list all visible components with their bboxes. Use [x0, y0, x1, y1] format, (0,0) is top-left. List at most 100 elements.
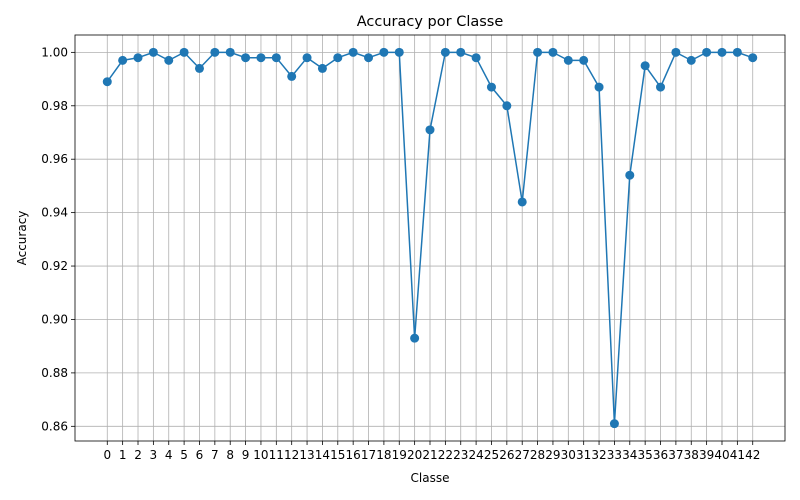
data-point: [517, 197, 527, 207]
data-point: [563, 55, 573, 65]
x-tick-label: 35: [638, 448, 653, 462]
x-tick-label: 11: [269, 448, 284, 462]
x-tick-label: 4: [165, 448, 173, 462]
data-point: [640, 61, 650, 71]
data-point: [287, 71, 297, 81]
x-tick-label: 39: [699, 448, 714, 462]
x-tick-label: 27: [515, 448, 530, 462]
data-point: [609, 419, 619, 429]
data-point: [348, 47, 358, 57]
x-tick-label: 38: [684, 448, 699, 462]
data-point: [164, 55, 174, 65]
data-point: [732, 47, 742, 57]
data-point: [394, 47, 404, 57]
data-point: [471, 53, 481, 63]
data-point: [241, 53, 251, 63]
x-tick-label: 25: [484, 448, 499, 462]
chart-title: Accuracy por Classe: [357, 14, 504, 30]
data-point: [133, 53, 143, 63]
x-tick-label: 31: [576, 448, 591, 462]
data-point: [379, 47, 389, 57]
x-tick-label: 5: [180, 448, 188, 462]
grid-layer: [75, 35, 785, 441]
x-tick-label: 22: [438, 448, 453, 462]
x-tick-label: 20: [407, 448, 422, 462]
x-tick-label: 23: [453, 448, 468, 462]
y-tick-label: 0.94: [41, 206, 68, 220]
x-tick-label: 13: [299, 448, 314, 462]
data-point: [210, 47, 220, 57]
data-point: [333, 53, 343, 63]
data-point: [548, 47, 558, 57]
x-tick-label: 9: [242, 448, 250, 462]
x-tick-label: 8: [226, 448, 234, 462]
x-tick-label: 16: [346, 448, 361, 462]
x-tick-label: 30: [561, 448, 576, 462]
x-tick-label: 7: [211, 448, 219, 462]
x-tick-label: 15: [330, 448, 345, 462]
data-point: [671, 47, 681, 57]
y-tick-label: 0.90: [41, 312, 68, 326]
data-point: [256, 53, 266, 63]
x-tick-label: 24: [468, 448, 483, 462]
y-tick-label: 0.92: [41, 259, 68, 273]
data-point: [748, 53, 758, 63]
data-point: [702, 47, 712, 57]
x-tick-label: 33: [607, 448, 622, 462]
x-tick-label: 29: [545, 448, 560, 462]
x-tick-label: 10: [253, 448, 268, 462]
data-point: [579, 55, 589, 65]
x-tick-label: 26: [499, 448, 514, 462]
x-tick-label: 21: [422, 448, 437, 462]
x-tick-label: 18: [376, 448, 391, 462]
data-point: [225, 47, 235, 57]
data-point: [425, 125, 435, 135]
data-point: [179, 47, 189, 57]
data-point: [686, 55, 696, 65]
data-point: [486, 82, 496, 92]
data-point: [118, 55, 128, 65]
x-tick-label: 3: [150, 448, 158, 462]
data-point: [502, 101, 512, 111]
x-tick-label: 17: [361, 448, 376, 462]
data-point: [148, 47, 158, 57]
y-axis-label: Accuracy: [15, 211, 29, 266]
x-tick-label: 12: [284, 448, 299, 462]
x-tick-label: 34: [622, 448, 637, 462]
x-tick-label: 2: [134, 448, 142, 462]
x-tick-label: 19: [392, 448, 407, 462]
data-point: [102, 77, 112, 87]
x-tick-label: 40: [714, 448, 729, 462]
y-tick-label: 0.98: [41, 99, 68, 113]
data-point: [533, 47, 543, 57]
data-point: [656, 82, 666, 92]
x-tick-label: 0: [103, 448, 111, 462]
x-tick-label: 1: [119, 448, 127, 462]
data-point: [625, 170, 635, 180]
x-tick-label: 6: [196, 448, 204, 462]
data-point: [717, 47, 727, 57]
y-tick-label: 0.86: [41, 419, 68, 433]
x-tick-label: 36: [653, 448, 668, 462]
y-tick-label: 1.00: [41, 45, 68, 59]
y-tick-label: 0.88: [41, 366, 68, 380]
data-point: [364, 53, 374, 63]
x-tick-label: 14: [315, 448, 330, 462]
data-point: [410, 333, 420, 343]
x-tick-label: 28: [530, 448, 545, 462]
x-axis-label: Classe: [411, 471, 450, 485]
x-tick-label: 37: [668, 448, 683, 462]
data-point: [271, 53, 281, 63]
data-point: [440, 47, 450, 57]
y-tick-label: 0.96: [41, 152, 68, 166]
tick-layer: 0 1 2 3 4 5 6 7 8 9 10 11 12 13 14 15 16 17 18 19 20 21 22 23 24…: [41, 45, 760, 462]
data-point: [456, 47, 466, 57]
x-tick-label: 32: [591, 448, 606, 462]
x-tick-label: 42: [745, 448, 760, 462]
data-point: [317, 63, 327, 73]
data-point: [302, 53, 312, 63]
x-tick-label: 41: [730, 448, 745, 462]
data-point: [194, 63, 204, 73]
